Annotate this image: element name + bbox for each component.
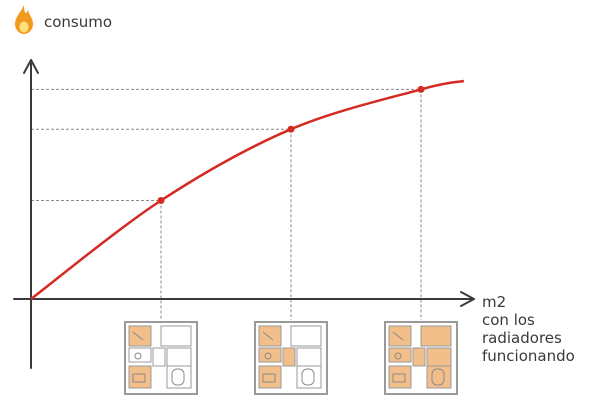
x-label-line-1: m2 bbox=[482, 293, 506, 311]
axes bbox=[13, 59, 475, 369]
flame-icon bbox=[15, 5, 33, 34]
guide-lines bbox=[31, 88, 422, 320]
data-points bbox=[157, 85, 425, 204]
floorplan-1 bbox=[124, 321, 198, 395]
floorplan-2 bbox=[254, 321, 328, 395]
floorplans bbox=[124, 321, 458, 395]
x-axis-label: m2 con los radiadores funcionando bbox=[482, 293, 575, 365]
y-axis-arrow bbox=[23, 59, 39, 74]
y-axis-label: consumo bbox=[44, 13, 112, 31]
x-label-line-2: con los bbox=[482, 311, 535, 329]
data-point-1 bbox=[157, 196, 165, 204]
x-label-line-4: funcionando bbox=[482, 347, 575, 365]
x-label-line-3: radiadores bbox=[482, 329, 562, 347]
x-axis-arrow bbox=[460, 291, 475, 307]
data-point-3 bbox=[417, 85, 425, 93]
consumption-curve bbox=[30, 79, 465, 300]
floorplan-3 bbox=[384, 321, 458, 395]
data-point-2 bbox=[287, 125, 295, 133]
